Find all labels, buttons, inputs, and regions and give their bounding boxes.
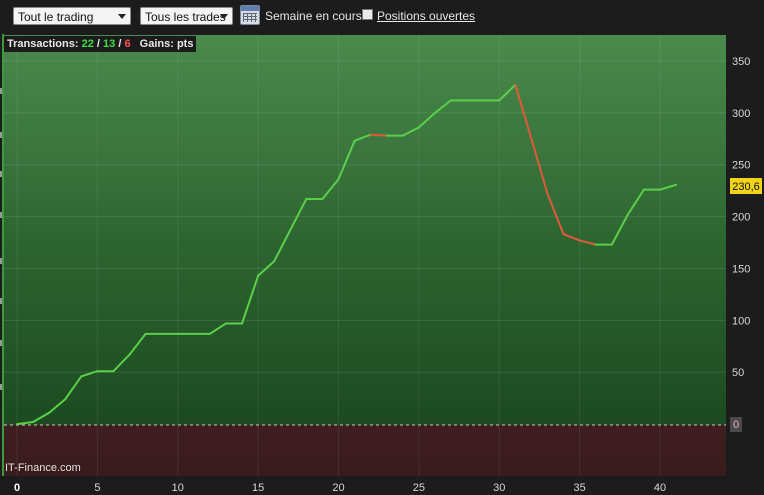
last-value-box [730, 178, 762, 194]
series-segment [241, 274, 260, 325]
series-segment [289, 197, 308, 232]
y-tick-label: 100 [732, 315, 750, 327]
toolbar: Tout le trading Tous les trades Semaine … [0, 0, 764, 34]
chevron-down-icon [220, 14, 228, 19]
period-select[interactable]: Tout le trading [13, 7, 131, 25]
series-segment [128, 332, 147, 356]
zero-box [730, 417, 742, 432]
zero-value-label: 0 [733, 419, 739, 431]
series-segment [321, 178, 340, 200]
x-tick-label: 25 [413, 482, 425, 494]
last-value-marker: 230,6 [730, 178, 762, 194]
calendar-icon[interactable] [240, 5, 260, 25]
open-positions-label[interactable]: Positions ouvertes [377, 9, 476, 23]
series-segment [353, 133, 372, 142]
series-segment [112, 353, 131, 373]
series-segment [498, 83, 517, 102]
series-segment [546, 192, 565, 236]
series-segment [369, 133, 388, 137]
series-segment [80, 370, 99, 378]
equity-series [16, 83, 678, 426]
x-tick-label: 40 [654, 482, 666, 494]
y-tick-label: 200 [732, 212, 750, 224]
y-tick-label: 150 [732, 263, 750, 275]
y-tick-label: 300 [732, 108, 750, 120]
x-tick-label: 20 [332, 482, 344, 494]
last-value-label: 230,6 [732, 181, 760, 193]
series-segment [659, 183, 678, 191]
y-axis: 50 100 150 200 250 300 350 [732, 56, 750, 379]
watermark: IT-Finance.com [5, 462, 81, 474]
series-segment [514, 83, 533, 140]
transactions-summary: Transactions: 22 / 13 / 6 Gains: pts [4, 36, 197, 52]
series-segment [337, 139, 356, 181]
transactions-wins: 13 [103, 38, 116, 50]
series-segment [48, 398, 67, 414]
series-segment [433, 99, 453, 114]
series-segment [401, 126, 420, 137]
x-tick-label: 5 [94, 482, 100, 494]
trades-select[interactable]: Tous les trades [140, 7, 233, 25]
open-positions-checkbox[interactable] [362, 9, 373, 20]
trades-select-value: Tous les trades [145, 10, 226, 24]
y-tick-label: 250 [732, 160, 750, 172]
x-tick-label: 15 [252, 482, 264, 494]
separator: / [118, 38, 122, 50]
series-segment [610, 213, 629, 246]
series-segment [64, 375, 83, 401]
series-segment [626, 188, 645, 216]
y-tick-label: 50 [732, 367, 744, 379]
gains-label: Gains: pts [139, 38, 194, 50]
series-segment [16, 421, 35, 426]
series-segment [32, 411, 51, 424]
separator: / [96, 38, 100, 50]
transactions-label: Transactions: [7, 38, 79, 50]
transactions-total: 22 [81, 38, 94, 50]
series-segment [208, 322, 227, 335]
x-tick-label: 30 [493, 482, 505, 494]
series-segment [257, 260, 276, 277]
negative-zone [4, 425, 726, 476]
y-tick-label: 350 [732, 56, 750, 68]
transactions-losses: 6 [124, 38, 131, 50]
series-segment [273, 229, 292, 263]
x-tick-label: 10 [172, 482, 184, 494]
plot-frame [2, 34, 726, 476]
grid [4, 35, 726, 476]
week-label: Semaine en cours [265, 9, 362, 23]
x-tick-label: 0 [14, 482, 20, 494]
chevron-down-icon [118, 14, 126, 19]
series-segment [578, 239, 597, 246]
series-segment [530, 137, 549, 195]
series-segment [562, 233, 581, 242]
zero-marker: 0 [730, 417, 742, 432]
x-axis: 0 5 10 15 20 25 30 35 40 [14, 482, 666, 494]
period-select-value: Tout le trading [18, 10, 94, 24]
series-segment [417, 111, 436, 129]
x-tick-label: 35 [574, 482, 586, 494]
